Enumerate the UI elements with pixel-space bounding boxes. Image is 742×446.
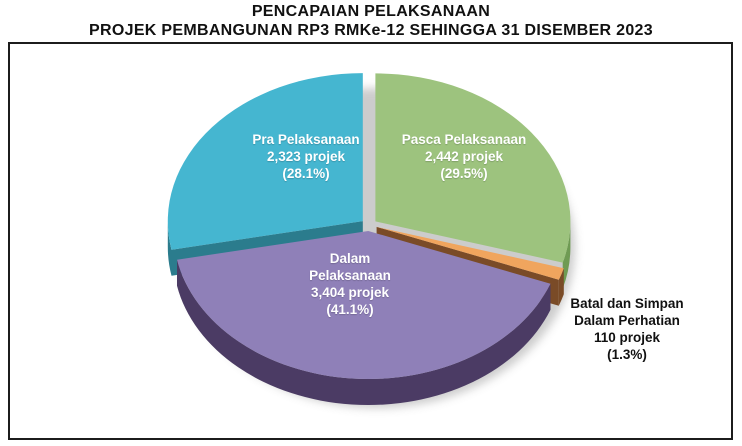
pie-label-line: (41.1%) [326,302,374,317]
pie-label-line: 2,442 projek [424,149,504,164]
pie-label-line: Pasca Pelaksanaan [401,132,527,147]
pie-label-pasca-pelaksanaan: Pasca Pelaksanaan 2,442 projek (29.5%) [402,131,527,182]
plot-area-border [8,42,733,440]
pie-label-line: (29.5%) [440,166,488,181]
chart-title-line2: PROJEK PEMBANGUNAN RP3 RMKe-12 SEHINGGA … [89,22,653,39]
pie-label-line: Dalam Perhatian [574,313,680,328]
chart-title: PENCAPAIAN PELAKSANAAN PROJEK PEMBANGUNA… [0,2,742,40]
pie-label-line: 110 projek [593,330,661,345]
pie-label-line: Pelaksanaan [309,268,391,283]
pie-label-line: (28.1%) [282,166,330,181]
pie-label-line: 3,404 projek [310,285,390,300]
pie-label-line: (1.3%) [607,347,647,362]
pie-label-line: 2,323 projek [266,149,346,164]
pie-label-line: Pra Pelaksanaan [252,132,360,147]
chart-title-line1: PENCAPAIAN PELAKSANAAN [251,3,491,20]
pie-label-batal-dan-simpan: Batal dan Simpan Dalam Perhatian 110 pro… [570,295,683,363]
pie-label-line: Batal dan Simpan [570,296,684,311]
pie-label-dalam-pelaksanaan: Dalam Pelaksanaan 3,404 projek (41.1%) [309,250,391,318]
pie-label-line: Dalam [329,251,371,266]
pie-label-pra-pelaksanaan: Pra Pelaksanaan 2,323 projek (28.1%) [252,131,359,182]
